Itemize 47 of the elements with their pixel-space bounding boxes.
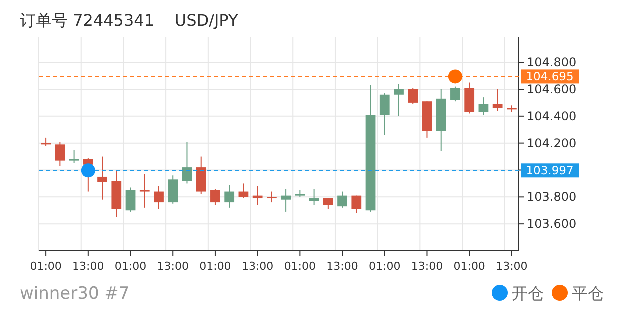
x-tick-label: 01:00: [200, 260, 232, 273]
y-tick-label: 104.400: [527, 109, 577, 124]
x-tick-label: 01:00: [454, 260, 486, 273]
candlestick: [380, 93, 390, 136]
candlestick: [55, 141, 66, 167]
x-tick-label: 13:00: [72, 260, 104, 273]
candlestick: [281, 188, 291, 212]
x-tick-label: 01:00: [30, 260, 62, 273]
x-tick-label: 13:00: [496, 260, 528, 273]
ref-line-label: 104.695: [526, 70, 574, 84]
candlestick: [309, 188, 320, 206]
y-tick-label: 104.800: [527, 56, 577, 70]
candlestick: [140, 174, 150, 208]
candlestick: [450, 86, 460, 102]
x-tick-label: 13:00: [242, 260, 274, 273]
legend-label: 开仓: [512, 284, 544, 303]
candlestick: [478, 97, 489, 116]
candlestick: [408, 88, 418, 105]
ref-line-label: 103.997: [526, 164, 574, 178]
y-tick-label: 104.200: [527, 136, 577, 150]
text: winner30 #7: [20, 284, 130, 304]
candlestick: [323, 198, 334, 210]
candlestick: [168, 175, 178, 204]
candlestick: [352, 195, 362, 214]
x-tick-label: 01:00: [284, 260, 316, 273]
candlestick: [126, 187, 136, 212]
candlestick: [338, 191, 348, 208]
candlestick: [492, 88, 503, 112]
candlestick: [252, 186, 263, 206]
candlestick: [98, 156, 108, 200]
y-tick-label: 103.800: [527, 190, 577, 204]
candlestick: [154, 186, 164, 210]
candlestick: [182, 141, 192, 184]
y-tick-label: 103.600: [527, 217, 577, 232]
candlestick: [267, 191, 277, 204]
candlestick: [210, 188, 220, 206]
x-tick-label: 13:00: [326, 260, 358, 273]
candlestick: [394, 84, 404, 117]
x-tick-label: 13:00: [411, 260, 444, 273]
candlestick: [224, 184, 235, 208]
y-tick-label: 104.600: [527, 82, 577, 96]
x-tick-label: 13:00: [157, 260, 189, 273]
chart-title: 订单号 72445341 USD/JPY: [20, 11, 238, 30]
candlestick: [69, 150, 80, 164]
x-tick-label: 01:00: [114, 260, 147, 273]
legend-label: 平仓: [572, 284, 604, 303]
x-tick-label: 01:00: [369, 260, 401, 273]
